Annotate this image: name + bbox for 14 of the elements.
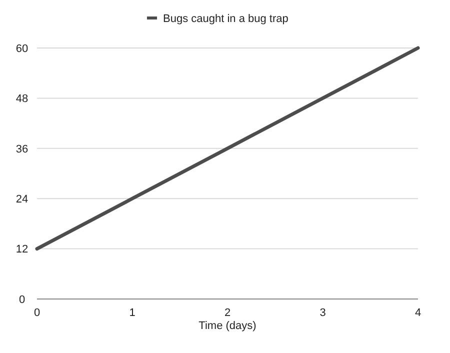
x-axis-title: Time (days)	[198, 320, 256, 332]
y-tick-label: 48	[16, 93, 28, 106]
line-series	[35, 46, 420, 251]
x-tick-label: 4	[414, 307, 422, 319]
x-tick-label: 1	[129, 307, 136, 319]
y-tick-label: 60	[16, 42, 28, 55]
x-tick-label: 3	[320, 307, 326, 319]
y-tick-label: 24	[16, 193, 28, 206]
y-tick-label: 0	[18, 294, 26, 306]
legend-label: Bugs caught in a bug trap	[163, 12, 288, 25]
x-tick-label: 2	[224, 307, 231, 319]
y-tick-label: 12	[16, 244, 28, 256]
x-tick-label: 0	[34, 307, 40, 319]
y-tick-label: 36	[16, 143, 28, 156]
